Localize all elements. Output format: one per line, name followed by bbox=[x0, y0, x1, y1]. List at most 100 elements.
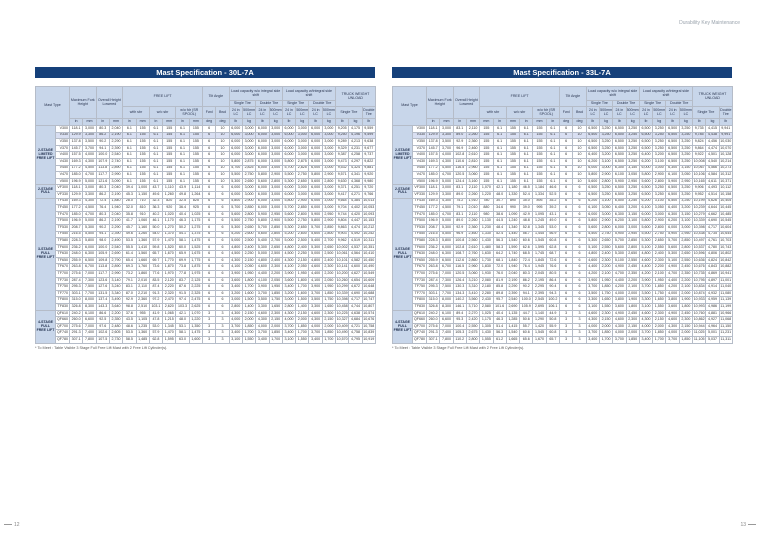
spec-value: 55.5 bbox=[122, 243, 137, 252]
spec-value: 105.9 bbox=[519, 303, 534, 311]
spec-value: 10,743 bbox=[718, 243, 733, 252]
spec-value: 42.1 bbox=[175, 309, 190, 318]
spec-value: 3,000 bbox=[241, 184, 257, 192]
spec-value: 6.1 bbox=[519, 171, 534, 179]
spec-value: 6 bbox=[559, 157, 574, 166]
spec-value: 2,960 bbox=[465, 263, 481, 272]
spec-value: 5,600 bbox=[585, 177, 600, 186]
spec-value: 3,000 bbox=[598, 210, 614, 219]
spec-value: 43.5 bbox=[122, 316, 137, 324]
spec-value: 6.1 bbox=[519, 157, 534, 166]
spec-value: 2,000 bbox=[598, 322, 614, 331]
spec-value: 68.7 bbox=[545, 250, 561, 258]
spec-value: 185.0 bbox=[69, 171, 84, 179]
spec-value: 2,900 bbox=[321, 171, 337, 179]
column-header: 24 in LC bbox=[228, 106, 243, 119]
spec-value: 85.8 bbox=[492, 283, 507, 291]
spec-value: 255.9 bbox=[426, 256, 441, 265]
spec-value: 6.1 bbox=[122, 151, 137, 159]
spec-value: 6.1 bbox=[122, 171, 137, 179]
spec-value: 9,991 bbox=[718, 131, 733, 140]
spec-value: 6.1 bbox=[175, 125, 190, 133]
spec-value: 6 bbox=[572, 276, 587, 285]
spec-value: 6,000 bbox=[281, 131, 297, 140]
spec-value: 1,340 bbox=[505, 223, 521, 232]
spec-value: 6 bbox=[215, 250, 230, 258]
spec-value: 1,850 bbox=[321, 329, 337, 337]
spec-value: 3,300 bbox=[82, 131, 97, 140]
spec-value: 2,250 bbox=[241, 250, 257, 258]
column-header: kg bbox=[625, 118, 640, 126]
spec-value: 155 bbox=[188, 138, 204, 146]
spec-value: 53.5 bbox=[122, 237, 137, 245]
spec-value: 3,900 bbox=[228, 270, 243, 278]
spec-value: 1,700 bbox=[321, 336, 337, 344]
spec-value: 5,001 bbox=[705, 329, 720, 337]
spec-value: 3,200 bbox=[652, 151, 667, 159]
spec-value: 6 bbox=[202, 283, 217, 291]
spec-value: 95.3 bbox=[452, 316, 467, 324]
spec-value: 2,300 bbox=[598, 256, 614, 265]
column-header: in bbox=[122, 118, 137, 126]
column-header: deg bbox=[202, 118, 217, 126]
spec-value: 1,285 bbox=[505, 316, 521, 324]
spec-value: 6,100 bbox=[439, 309, 454, 318]
spec-value: 6 bbox=[215, 217, 230, 225]
spec-value: 6.1 bbox=[175, 164, 190, 173]
mast-name: TF430 bbox=[54, 197, 71, 206]
spec-value: 10,497 bbox=[692, 237, 707, 245]
table-row: TF650 255.9 6,500 112.6 2,860 1,730 68.1 1,840 7… bbox=[393, 256, 733, 265]
column-header: lb bbox=[255, 118, 270, 126]
spec-value: 2,150 bbox=[295, 256, 310, 265]
spec-value: 110.2 bbox=[452, 336, 467, 344]
spec-value: 3,640 bbox=[108, 303, 124, 311]
column-header: TRUCK WEIGHT UNLOAD bbox=[692, 86, 733, 107]
spec-value: 5,800 bbox=[281, 197, 297, 206]
spec-value: 1,550 bbox=[295, 336, 310, 344]
spec-value: 1,665 bbox=[505, 336, 521, 344]
spec-value: 6,000 bbox=[255, 125, 270, 133]
spec-value: 116.5 bbox=[452, 164, 467, 173]
spec-value: 3,200 bbox=[598, 151, 614, 159]
table-row: TF700 275.6 7,000 117.7 2,990 73.2 1,860 77.6 1,… bbox=[36, 270, 376, 278]
spec-value: 1,184 bbox=[532, 184, 547, 192]
spec-value: 2,760 bbox=[465, 250, 481, 258]
table-row: 4-STAGE FULL FREE LIFT QF610 240.2 6,100 89.… bbox=[392, 309, 733, 344]
spec-value: 3,000 bbox=[241, 190, 257, 199]
spec-value: 6 bbox=[202, 296, 217, 305]
mast-name: TF730 bbox=[411, 276, 428, 285]
spec-value: 228.3 bbox=[69, 237, 84, 245]
spec-value: 3,500 bbox=[255, 296, 270, 305]
spec-value: 10,574 bbox=[361, 309, 376, 318]
spec-value: 63.0 bbox=[175, 336, 190, 344]
mast-name: V350 bbox=[54, 138, 71, 146]
header-note: Durability Key Maintenance bbox=[679, 20, 740, 26]
spec-value: 6,000 bbox=[308, 144, 323, 153]
spec-value: 32.3 bbox=[148, 197, 164, 206]
spec-value: 1,470 bbox=[162, 237, 177, 245]
column-header: lb bbox=[361, 118, 376, 126]
spec-value: 76.4 bbox=[519, 263, 534, 272]
spec-value: 6,500 bbox=[612, 144, 627, 153]
spec-value: 6,700 bbox=[82, 263, 97, 272]
spec-value: 1,260 bbox=[162, 190, 177, 199]
spec-value: 118.1 bbox=[69, 184, 84, 192]
spec-value: 1,370 bbox=[162, 230, 177, 239]
spec-value: 8,000 bbox=[439, 296, 454, 305]
table-row: TF630 248.0 6,300 108.7 2,760 1,630 64.2 1,740 6… bbox=[393, 250, 733, 258]
spec-value: 1,850 bbox=[321, 289, 337, 298]
spec-value: 10,450 bbox=[361, 256, 376, 265]
spec-value: 6 bbox=[202, 184, 217, 192]
spec-value: 6 bbox=[572, 283, 587, 291]
spec-value: 38.6 bbox=[492, 210, 507, 219]
spec-value: 6.1 bbox=[492, 138, 507, 146]
spec-value: 2,150 bbox=[598, 316, 614, 324]
spec-value: 4,100 bbox=[308, 276, 323, 285]
spec-value: 6 bbox=[202, 177, 217, 186]
spec-value: 3,700 bbox=[585, 283, 600, 291]
spec-value: 6 bbox=[202, 263, 217, 272]
group-label: 2-STAGE LIMITED FREE LIFT bbox=[35, 124, 56, 186]
spec-value: 65.7 bbox=[545, 336, 561, 344]
spec-value: 3,100 bbox=[638, 303, 654, 311]
spec-value: 68.1 bbox=[492, 256, 507, 265]
